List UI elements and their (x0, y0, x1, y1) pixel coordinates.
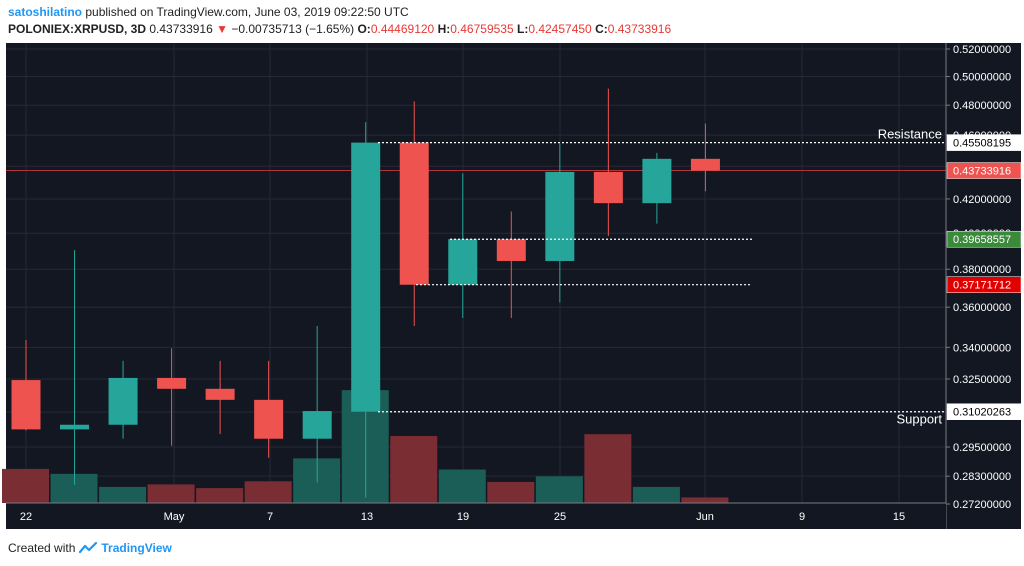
time-tick-label: 19 (457, 511, 469, 523)
resistance-badge: 0.45508195 (953, 138, 1011, 150)
resistance-label: Resistance (878, 127, 942, 142)
price-tick-label: 0.32500000 (953, 374, 1011, 386)
candle-body (60, 424, 90, 430)
time-axis-background (6, 503, 946, 529)
time-tick-label: 13 (361, 511, 373, 523)
open-value: 0.44469120 (370, 22, 435, 36)
support-badge: 0.31020263 (953, 407, 1011, 419)
candle-body (448, 239, 478, 285)
change-down-icon: ▼ (216, 22, 229, 36)
volume-bar (244, 481, 292, 503)
resistance-badge-box (946, 134, 1022, 151)
price-tick-label: 0.27200000 (953, 499, 1011, 511)
volume-bar (147, 484, 195, 503)
created-with-text: Created with (8, 541, 76, 555)
close-value: 0.43733916 (607, 22, 672, 36)
low-label: L: (516, 22, 529, 36)
price-tick-label: 0.38000000 (953, 264, 1011, 276)
candle-body (690, 158, 720, 171)
candle-body (108, 377, 138, 425)
time-tick-label: Jun (696, 511, 714, 523)
level-badge-upper: 0.39658557 (953, 234, 1011, 246)
footer: Created with TradingView (8, 541, 172, 555)
time-tick-label: 9 (799, 511, 805, 523)
tradingview-brand[interactable]: TradingView (101, 541, 172, 555)
publish-text: published on TradingView.com, June 03, 2… (85, 5, 409, 19)
author-name[interactable]: satoshilatino (8, 5, 83, 19)
support-label: Support (896, 412, 942, 427)
candle-body (399, 142, 429, 285)
candle-body (302, 411, 332, 439)
time-axis[interactable]: 22 May 7 13 19 25 Jun 9 15 (6, 502, 946, 529)
candle-body (11, 380, 41, 430)
price-tick-label: 0.29500000 (953, 442, 1011, 454)
symbol-legend: POLONIEX:XRPUSD, 3D 0.43733916 ▼ −0.0073… (8, 22, 671, 36)
close-label: C: (595, 22, 608, 36)
volume-bar (535, 476, 583, 503)
tradingview-logo-icon (79, 542, 98, 554)
candle-body (205, 388, 235, 400)
candle-body (642, 158, 672, 204)
symbol-name[interactable]: POLONIEX:XRPUSD, 3D (8, 22, 147, 36)
level-badge-upper-box (946, 230, 1022, 248)
level-badge-lower-box (946, 276, 1022, 293)
candles (11, 88, 720, 498)
price-axis[interactable]: 0.520000000.500000000.480000000.46000000… (945, 43, 1022, 529)
level-badge-lower: 0.37171712 (953, 280, 1011, 292)
publish-info: satoshilatino published on TradingView.c… (8, 5, 409, 19)
time-tick-label: 22 (20, 511, 32, 523)
candle-body (496, 239, 526, 261)
candle-body (254, 399, 284, 439)
chart-header: satoshilatino published on TradingView.c… (0, 0, 1024, 40)
price-tick-label: 0.52000000 (953, 44, 1011, 56)
price-tick-label: 0.36000000 (953, 302, 1011, 314)
low-value: 0.42457450 (528, 22, 592, 36)
time-tick-label: 25 (554, 511, 566, 523)
support-badge-box (946, 403, 1022, 420)
time-tick-label: May (164, 511, 185, 523)
level-lines: Resistance Support (378, 127, 944, 427)
volume-bar (438, 469, 486, 503)
price-tick-label: 0.48000000 (953, 100, 1011, 112)
price-tick-label: 0.42000000 (953, 194, 1011, 206)
candlestick-chart[interactable]: Resistance Support 0.52000000 0.50000000 0.… (0, 40, 1024, 536)
volume-bar (99, 486, 147, 503)
candle-body (157, 377, 187, 389)
time-tick-label: 15 (893, 511, 905, 523)
open-label: O: (357, 22, 371, 36)
volume-bar (681, 497, 729, 503)
current-price-badge: 0.43733916 (953, 166, 1011, 178)
candle-body (545, 171, 575, 261)
price-tick-label: 0.50000000 (953, 72, 1011, 84)
price-change: −0.00735713 (−1.65%) (231, 22, 355, 36)
price-tick-label: 0.28300000 (953, 471, 1011, 483)
high-value: 0.46759535 (450, 22, 514, 36)
high-label: H: (437, 22, 451, 36)
volume-bar (487, 481, 535, 503)
time-tick-label: 7 (267, 511, 273, 523)
volume-bar (390, 436, 438, 503)
volume-bar (632, 486, 680, 503)
volume-bar (584, 434, 632, 503)
volume-bar (2, 468, 49, 503)
current-price-badge-box (946, 162, 1022, 179)
candle-body (593, 171, 623, 204)
last-price: 0.43733916 (149, 22, 213, 36)
volume-bar (196, 488, 244, 503)
price-tick-label: 0.34000000 (953, 342, 1011, 354)
candle-body (351, 142, 381, 412)
